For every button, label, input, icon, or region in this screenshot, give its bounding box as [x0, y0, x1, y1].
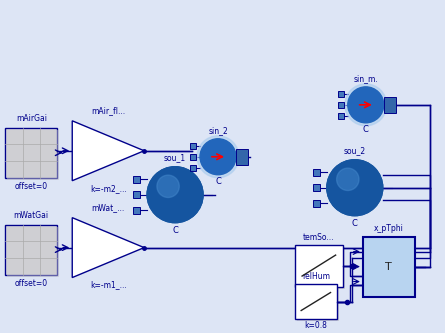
FancyBboxPatch shape: [297, 285, 339, 321]
Text: C: C: [363, 125, 369, 134]
FancyBboxPatch shape: [5, 225, 57, 275]
Circle shape: [338, 171, 372, 204]
Circle shape: [164, 183, 186, 206]
Text: k=-m1_...: k=-m1_...: [90, 281, 126, 290]
Circle shape: [170, 189, 181, 200]
Text: sou_1: sou_1: [164, 153, 186, 162]
FancyBboxPatch shape: [133, 191, 140, 198]
Circle shape: [348, 87, 384, 123]
FancyBboxPatch shape: [295, 283, 337, 319]
Polygon shape: [72, 218, 144, 278]
Text: mAir_fl...: mAir_fl...: [91, 106, 125, 115]
FancyBboxPatch shape: [338, 102, 344, 108]
Text: T: T: [385, 262, 392, 272]
Text: k=T_a2...: k=T_a2...: [301, 288, 337, 298]
Text: offset=0: offset=0: [15, 182, 48, 191]
FancyBboxPatch shape: [133, 206, 140, 213]
Text: k=0.8: k=0.8: [304, 321, 327, 330]
FancyBboxPatch shape: [133, 176, 140, 183]
Text: offset=0: offset=0: [15, 279, 48, 288]
Circle shape: [327, 160, 383, 216]
FancyBboxPatch shape: [338, 91, 344, 97]
FancyBboxPatch shape: [236, 149, 248, 165]
FancyBboxPatch shape: [8, 227, 59, 277]
FancyBboxPatch shape: [5, 128, 57, 178]
Text: mWatGai: mWatGai: [14, 211, 49, 220]
Text: sin_2: sin_2: [208, 126, 228, 135]
Text: mWat_...: mWat_...: [92, 203, 125, 212]
Circle shape: [147, 167, 203, 223]
Text: mAirGai: mAirGai: [16, 114, 47, 123]
Polygon shape: [72, 121, 144, 181]
Circle shape: [153, 172, 198, 217]
Text: C: C: [352, 219, 358, 228]
Text: temSo...: temSo...: [303, 233, 335, 242]
FancyBboxPatch shape: [297, 247, 345, 288]
Circle shape: [345, 84, 387, 126]
FancyBboxPatch shape: [313, 169, 320, 176]
Circle shape: [158, 178, 192, 211]
FancyBboxPatch shape: [190, 165, 196, 170]
Circle shape: [336, 168, 359, 190]
Text: k=-m2_...: k=-m2_...: [90, 184, 126, 193]
Text: C: C: [215, 177, 221, 186]
FancyBboxPatch shape: [363, 237, 415, 296]
FancyBboxPatch shape: [313, 184, 320, 191]
FancyBboxPatch shape: [190, 143, 196, 149]
Circle shape: [157, 175, 179, 197]
FancyBboxPatch shape: [190, 154, 196, 160]
FancyBboxPatch shape: [8, 130, 59, 180]
Circle shape: [197, 136, 239, 178]
Circle shape: [344, 176, 366, 199]
Text: sou_2: sou_2: [344, 146, 366, 155]
Circle shape: [327, 160, 383, 216]
Circle shape: [332, 166, 377, 210]
FancyBboxPatch shape: [313, 199, 320, 206]
Circle shape: [349, 182, 360, 193]
Text: C: C: [172, 226, 178, 235]
FancyBboxPatch shape: [338, 113, 344, 119]
Text: x_pTphi: x_pTphi: [374, 224, 404, 233]
Circle shape: [147, 167, 203, 223]
Circle shape: [200, 139, 236, 175]
Text: sin_m.: sin_m.: [353, 74, 378, 83]
FancyBboxPatch shape: [384, 97, 396, 113]
Text: relHum: relHum: [302, 271, 330, 281]
FancyBboxPatch shape: [295, 245, 343, 286]
